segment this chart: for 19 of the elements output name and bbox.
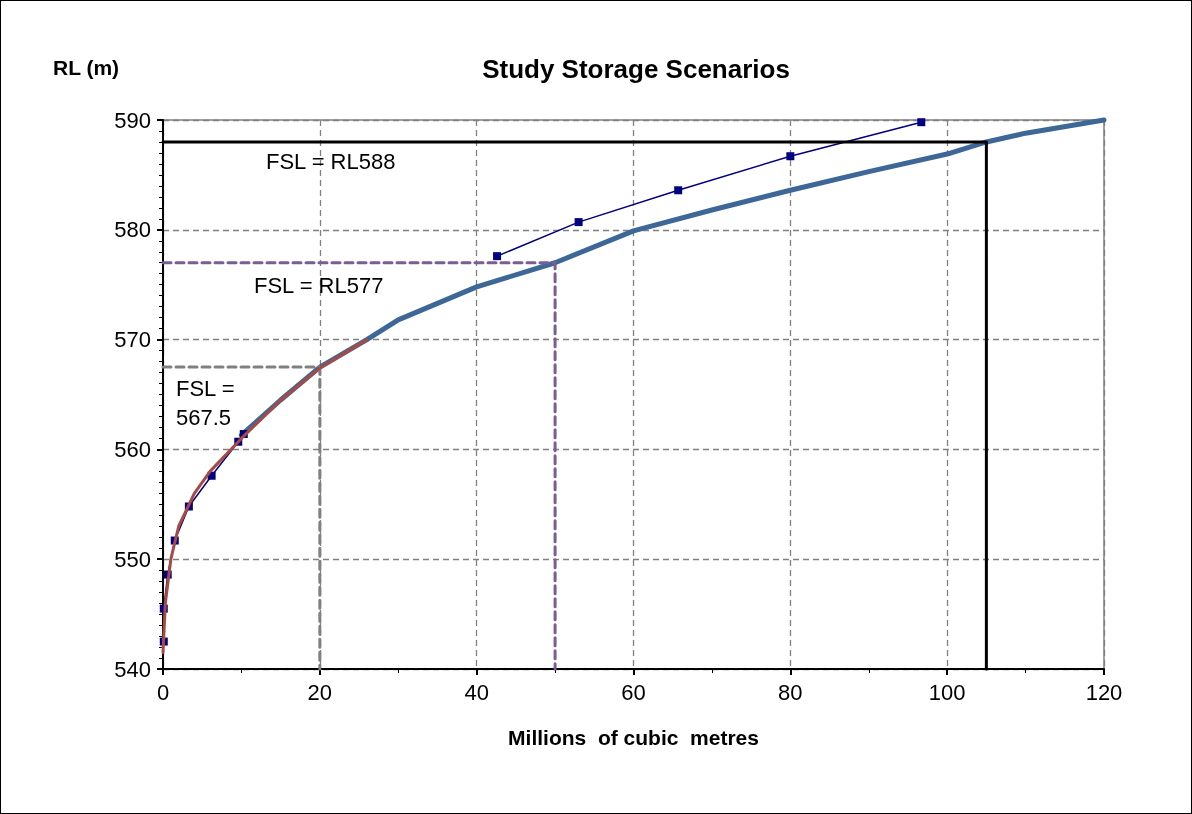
x-tick-label: 0 <box>156 679 170 705</box>
x-tick-label: 100 <box>928 679 966 705</box>
x-axis-title: Millions of cubic metres <box>508 726 759 749</box>
y-tick-label: 580 <box>114 217 151 243</box>
y-tick-label: 540 <box>114 656 151 682</box>
annotation: FSL = RL577 <box>254 273 384 298</box>
y-axis-title: RL (m) <box>53 56 120 79</box>
y-tick-label: 590 <box>114 107 151 133</box>
y-tick-label: 560 <box>114 436 151 462</box>
chart-title: Study Storage Scenarios <box>482 54 790 84</box>
x-tick-label: 60 <box>621 679 646 705</box>
x-tick-label: 80 <box>778 679 803 705</box>
x-tick-label: 120 <box>1085 679 1123 705</box>
annotation: FSL = 567.5 <box>176 376 235 430</box>
x-tick-label: 40 <box>464 679 489 705</box>
annotation: FSL = RL588 <box>266 149 396 174</box>
x-tick-label: 20 <box>307 679 333 705</box>
y-tick-label: 550 <box>114 546 151 572</box>
y-tick-label: 570 <box>114 327 151 353</box>
